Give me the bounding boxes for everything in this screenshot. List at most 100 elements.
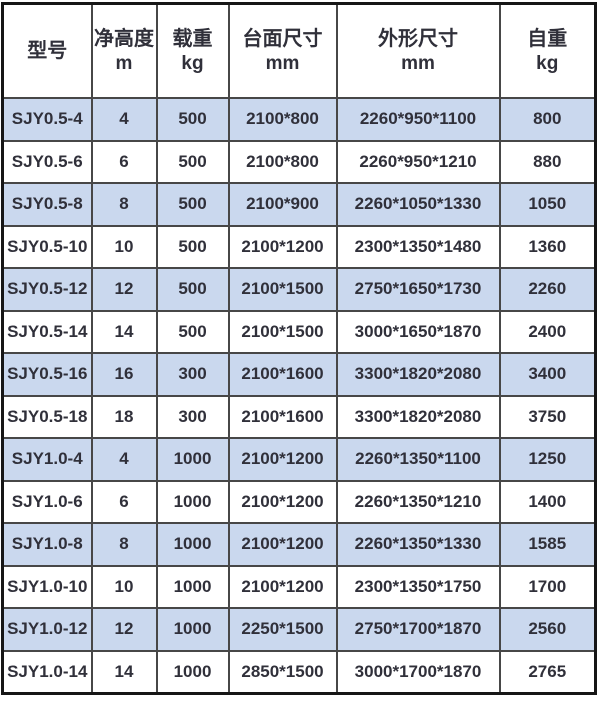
value-cell: 3300*1820*2080 bbox=[335, 352, 501, 397]
value-cell: 500 bbox=[155, 267, 230, 312]
model-cell: SJY0.5-18 bbox=[1, 394, 93, 439]
value-cell: 2100*1200 bbox=[227, 479, 338, 524]
value-cell: 2260 bbox=[498, 267, 597, 312]
model-cell: SJY1.0-10 bbox=[1, 564, 93, 609]
value-cell: 1700 bbox=[498, 564, 597, 609]
column-unit: mm bbox=[265, 52, 300, 74]
table-row: SJY1.0-6 6 1000 2100*1200 2260*1350*1210 1400 bbox=[1, 479, 597, 524]
value-cell: 14 bbox=[90, 309, 158, 354]
table-row: SJY1.0-14 14 1000 2850*1500 3000*1700*1870 27… bbox=[1, 649, 597, 695]
value-cell: 500 bbox=[155, 309, 230, 354]
value-cell: 300 bbox=[155, 394, 230, 439]
value-cell: 2100*900 bbox=[227, 182, 338, 227]
spec-table: 型号 净高度 m 载重 kg 台面尺寸 mm 外形尺寸 mm 自重 kg SJY0.5-4 4 500 2… bbox=[1, 2, 597, 695]
table-row: SJY1.0-8 8 1000 2100*1200 2260*1350*1330 1585 bbox=[1, 522, 597, 567]
value-cell: 1360 bbox=[498, 224, 597, 269]
value-cell: 2560 bbox=[498, 607, 597, 652]
value-cell: 12 bbox=[90, 267, 158, 312]
model-cell: SJY0.5-12 bbox=[1, 267, 93, 312]
value-cell: 1000 bbox=[155, 649, 230, 695]
column-label: 载重 bbox=[172, 27, 213, 50]
column-label: 自重 bbox=[527, 27, 568, 50]
model-cell: SJY1.0-14 bbox=[1, 649, 93, 695]
value-cell: 2400 bbox=[498, 309, 597, 354]
model-cell: SJY0.5-6 bbox=[1, 139, 93, 184]
value-cell: 2750*1650*1730 bbox=[335, 267, 501, 312]
value-cell: 18 bbox=[90, 394, 158, 439]
value-cell: 6 bbox=[90, 139, 158, 184]
value-cell: 1000 bbox=[155, 479, 230, 524]
value-cell: 2300*1350*1480 bbox=[335, 224, 501, 269]
model-cell: SJY0.5-16 bbox=[1, 352, 93, 397]
value-cell: 800 bbox=[498, 97, 597, 142]
table-row: SJY0.5-8 8 500 2100*900 2260*1050*1330 1050 bbox=[1, 182, 597, 227]
model-cell: SJY0.5-8 bbox=[1, 182, 93, 227]
value-cell: 2260*1350*1100 bbox=[335, 437, 501, 482]
value-cell: 2100*1200 bbox=[227, 564, 338, 609]
value-cell: 3000*1700*1870 bbox=[335, 649, 501, 695]
value-cell: 6 bbox=[90, 479, 158, 524]
value-cell: 2100*1500 bbox=[227, 267, 338, 312]
value-cell: 1000 bbox=[155, 607, 230, 652]
model-cell: SJY0.5-10 bbox=[1, 224, 93, 269]
value-cell: 500 bbox=[155, 139, 230, 184]
value-cell: 2100*1600 bbox=[227, 352, 338, 397]
value-cell: 2100*800 bbox=[227, 97, 338, 142]
column-label: 外形尺寸 bbox=[378, 27, 458, 50]
model-cell: SJY1.0-6 bbox=[1, 479, 93, 524]
table-row: SJY0.5-4 4 500 2100*800 2260*950*1100 800 bbox=[1, 97, 597, 142]
value-cell: 16 bbox=[90, 352, 158, 397]
value-cell: 2260*1050*1330 bbox=[335, 182, 501, 227]
model-cell: SJY0.5-4 bbox=[1, 97, 93, 142]
value-cell: 3750 bbox=[498, 394, 597, 439]
column-header-净高度: 净高度 m bbox=[90, 2, 158, 99]
value-cell: 1000 bbox=[155, 564, 230, 609]
value-cell: 1250 bbox=[498, 437, 597, 482]
table-row: SJY1.0-4 4 1000 2100*1200 2260*1350*1100 1250 bbox=[1, 437, 597, 482]
value-cell: 2765 bbox=[498, 649, 597, 695]
value-cell: 1000 bbox=[155, 522, 230, 567]
value-cell: 2300*1350*1750 bbox=[335, 564, 501, 609]
column-unit: kg bbox=[181, 52, 204, 74]
value-cell: 500 bbox=[155, 97, 230, 142]
column-header-自重: 自重 kg bbox=[498, 2, 597, 99]
value-cell: 1000 bbox=[155, 437, 230, 482]
table-row: SJY0.5-14 14 500 2100*1500 3000*1650*1870 240… bbox=[1, 309, 597, 354]
column-label: 净高度 bbox=[94, 27, 154, 50]
model-cell: SJY1.0-4 bbox=[1, 437, 93, 482]
value-cell: 1400 bbox=[498, 479, 597, 524]
value-cell: 2750*1700*1870 bbox=[335, 607, 501, 652]
column-header-载重: 载重 kg bbox=[155, 2, 230, 99]
table-row: SJY1.0-12 12 1000 2250*1500 2750*1700*1870 25… bbox=[1, 607, 597, 652]
value-cell: 2250*1500 bbox=[227, 607, 338, 652]
value-cell: 10 bbox=[90, 224, 158, 269]
table-row: SJY0.5-12 12 500 2100*1500 2750*1650*1730 226… bbox=[1, 267, 597, 312]
column-header-型号: 型号 bbox=[1, 2, 93, 99]
value-cell: 12 bbox=[90, 607, 158, 652]
value-cell: 2100*1200 bbox=[227, 224, 338, 269]
value-cell: 880 bbox=[498, 139, 597, 184]
value-cell: 8 bbox=[90, 182, 158, 227]
table-row: SJY0.5-6 6 500 2100*800 2260*950*1210 880 bbox=[1, 139, 597, 184]
value-cell: 2100*1600 bbox=[227, 394, 338, 439]
value-cell: 2260*1350*1330 bbox=[335, 522, 501, 567]
column-label: 台面尺寸 bbox=[242, 27, 323, 50]
value-cell: 10 bbox=[90, 564, 158, 609]
value-cell: 1585 bbox=[498, 522, 597, 567]
value-cell: 500 bbox=[155, 224, 230, 269]
table-row: SJY0.5-18 18 300 2100*1600 3300*1820*2080 375… bbox=[1, 394, 597, 439]
value-cell: 2260*950*1210 bbox=[335, 139, 501, 184]
table-body: SJY0.5-4 4 500 2100*800 2260*950*1100 800 SJY0… bbox=[1, 97, 597, 695]
value-cell: 2850*1500 bbox=[227, 649, 338, 695]
table-header: 型号 净高度 m 载重 kg 台面尺寸 mm 外形尺寸 mm 自重 kg bbox=[1, 2, 597, 99]
value-cell: 300 bbox=[155, 352, 230, 397]
column-label: 型号 bbox=[27, 39, 68, 62]
column-header-台面尺寸: 台面尺寸 mm bbox=[227, 2, 338, 99]
value-cell: 3300*1820*2080 bbox=[335, 394, 501, 439]
value-cell: 500 bbox=[155, 182, 230, 227]
column-unit: m bbox=[115, 52, 133, 74]
value-cell: 1050 bbox=[498, 182, 597, 227]
header-row: 型号 净高度 m 载重 kg 台面尺寸 mm 外形尺寸 mm 自重 kg bbox=[1, 2, 597, 99]
value-cell: 2100*1200 bbox=[227, 522, 338, 567]
